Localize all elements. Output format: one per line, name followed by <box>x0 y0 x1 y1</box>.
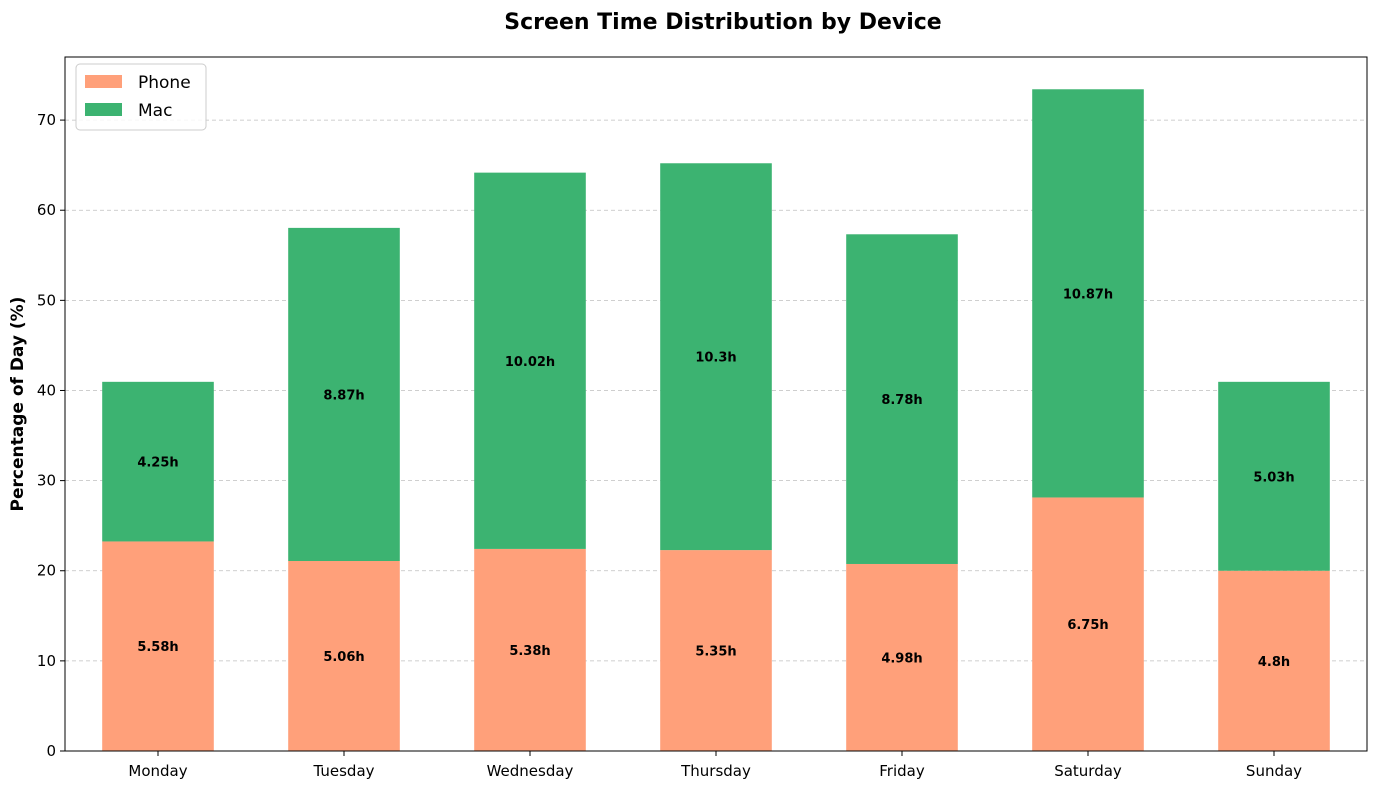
legend-swatch-phone <box>85 75 122 88</box>
bar-label-phone-thursday: 5.35h <box>695 645 736 660</box>
bar-phone-friday <box>846 563 958 751</box>
bar-phone-tuesday <box>288 561 400 751</box>
bar-label-phone-wednesday: 5.38h <box>509 644 550 659</box>
bar-mac-wednesday <box>474 172 586 549</box>
bar-label-mac-wednesday: 10.02h <box>505 355 555 370</box>
bar-mac-sunday <box>1218 381 1330 571</box>
bar-label-mac-monday: 4.25h <box>137 456 178 471</box>
bar-mac-monday <box>102 381 214 542</box>
bar-label-mac-friday: 8.78h <box>881 393 922 408</box>
x-axis-ticks: Monday Tuesday Wednesday Thursday Friday Satu… <box>128 751 1302 780</box>
x-tick-label-sunday: Sunday <box>1246 762 1302 780</box>
bar-label-mac-saturday: 10.87h <box>1063 287 1113 302</box>
legend-label-mac: Mac <box>138 101 172 121</box>
y-tick-label-40: 40 <box>37 381 56 399</box>
y-tick-label-30: 30 <box>37 472 56 490</box>
y-tick-label-50: 50 <box>37 291 56 309</box>
chart-title: Screen Time Distribution by Device <box>504 10 941 35</box>
y-tick-label-60: 60 <box>37 201 56 219</box>
bar-phone-sunday <box>1218 570 1330 751</box>
bar-mac-friday <box>846 234 958 564</box>
bar-label-mac-tuesday: 8.87h <box>323 388 364 403</box>
bar-phone-saturday <box>1032 497 1144 751</box>
x-tick-label-wednesday: Wednesday <box>487 762 574 780</box>
legend: Phone Mac <box>75 63 207 131</box>
x-tick-label-monday: Monday <box>128 762 187 780</box>
x-tick-label-thursday: Thursday <box>680 762 751 780</box>
x-tick-label-tuesday: Tuesday <box>312 762 374 780</box>
bar-phone-wednesday <box>474 548 586 751</box>
bar-value-labels: 5.58h 4.25h 5.06h 8.87h 5.38h 10.02h 5.35h 10.3… <box>137 287 1294 670</box>
y-axis-ticks: 0 10 20 30 40 50 60 70 <box>37 111 65 760</box>
y-tick-label-20: 20 <box>37 562 56 580</box>
bar-label-phone-tuesday: 5.06h <box>323 650 364 665</box>
y-axis-label: Percentage of Day (%) <box>8 297 28 512</box>
y-tick-label-70: 70 <box>37 111 56 129</box>
bar-mac-thursday <box>660 163 772 551</box>
bars <box>102 89 1330 751</box>
legend-swatch-mac <box>85 103 122 116</box>
bar-phone-monday <box>102 541 214 751</box>
bar-mac-tuesday <box>288 227 400 562</box>
bar-phone-thursday <box>660 550 772 751</box>
bar-label-mac-sunday: 5.03h <box>1253 470 1294 485</box>
y-tick-label-0: 0 <box>46 742 56 760</box>
bar-mac-saturday <box>1032 89 1144 498</box>
bar-label-phone-monday: 5.58h <box>137 640 178 655</box>
x-tick-label-friday: Friday <box>879 762 925 780</box>
bar-label-phone-sunday: 4.8h <box>1258 655 1290 670</box>
y-tick-label-10: 10 <box>37 652 56 670</box>
legend-label-phone: Phone <box>138 73 191 93</box>
bar-label-phone-friday: 4.98h <box>881 651 922 666</box>
bar-label-mac-thursday: 10.3h <box>695 351 736 366</box>
x-tick-label-saturday: Saturday <box>1054 762 1122 780</box>
bar-label-phone-saturday: 6.75h <box>1067 618 1108 633</box>
